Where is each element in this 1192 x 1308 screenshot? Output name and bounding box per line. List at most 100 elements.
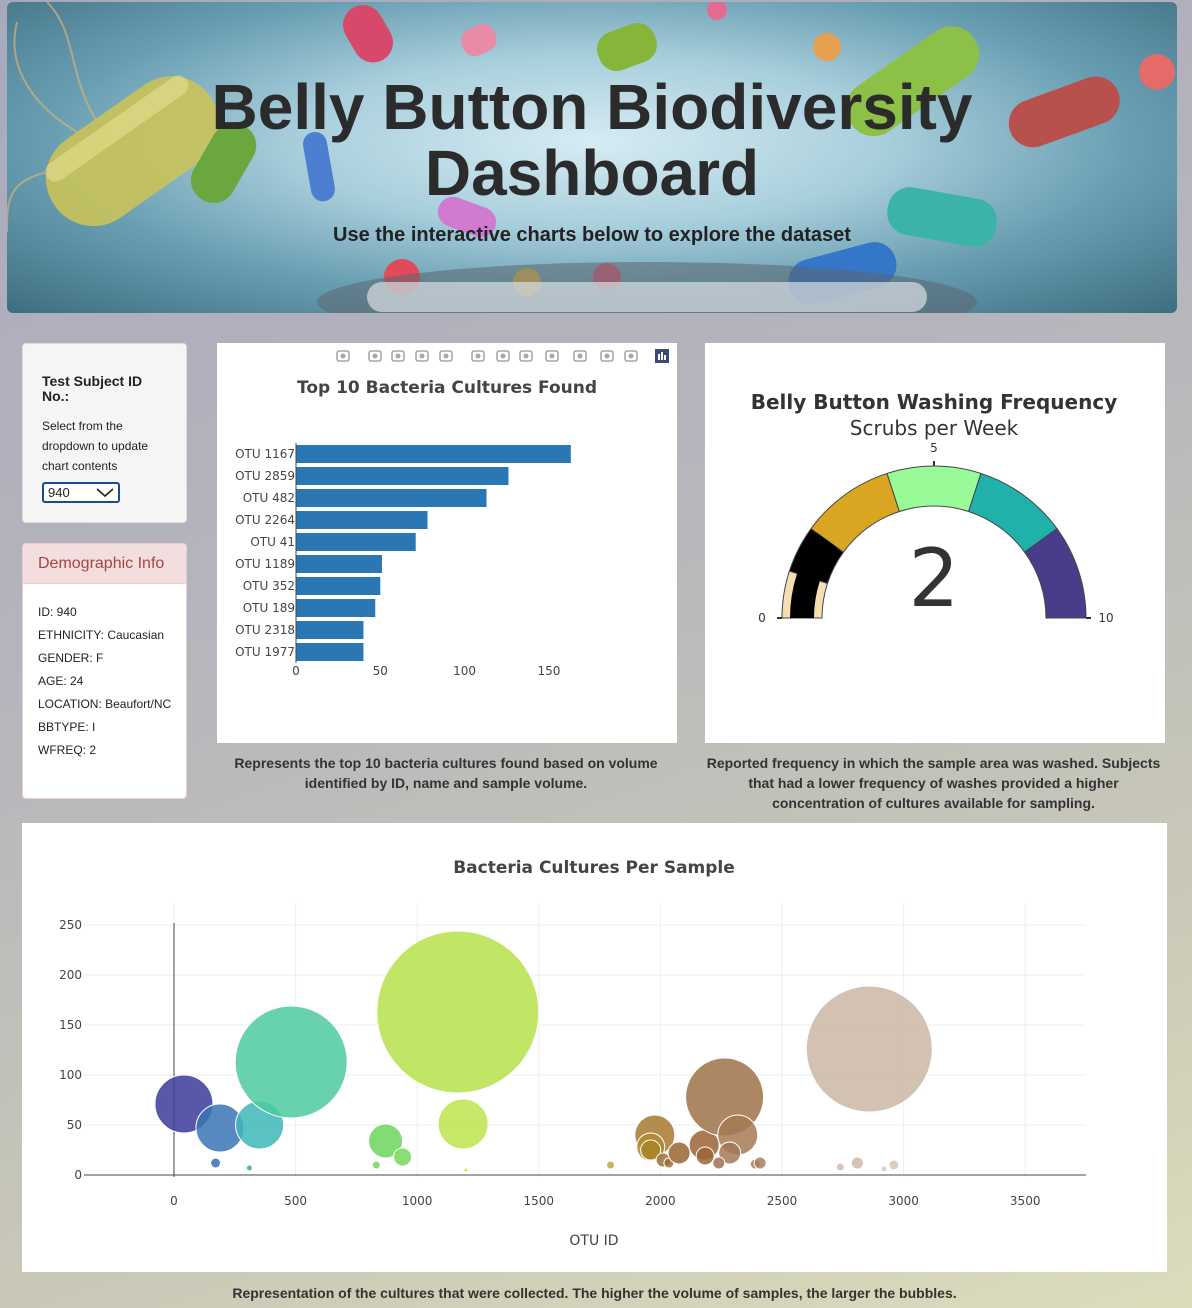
- page-title-line2: Dashboard: [424, 137, 760, 209]
- bubble-point[interactable]: [234, 1005, 348, 1119]
- subject-select-title: Test Subject ID No.:: [42, 373, 143, 404]
- spike-lines-icon[interactable]: [573, 350, 587, 362]
- bubble-point[interactable]: [393, 1147, 413, 1167]
- bubble-point[interactable]: [695, 1146, 715, 1166]
- bubble-chart-title: Bacteria Cultures Per Sample: [453, 858, 735, 878]
- bubble-chart-caption: Representation of the cultures that were…: [232, 1285, 957, 1301]
- bar-category-label: OTU 2318: [235, 623, 295, 637]
- bar[interactable]: [296, 445, 571, 463]
- bar[interactable]: [296, 511, 428, 529]
- demographic-row: LOCATION: Beaufort/NC: [38, 697, 172, 711]
- bar[interactable]: [296, 533, 416, 551]
- hover-compare-icon[interactable]: [624, 350, 638, 362]
- header-banner: Belly Button Biodiversity Dashboard Use …: [7, 2, 1177, 313]
- gauge-title: Belly Button Washing Frequency: [751, 390, 1117, 414]
- bubble-point[interactable]: [805, 985, 933, 1113]
- bubble-y-tick-label: 50: [67, 1118, 82, 1132]
- reset-axes-icon[interactable]: [545, 350, 559, 362]
- subject-select-panel: Test Subject ID No.: Select from the dro…: [22, 343, 187, 523]
- subject-select-hint: Select from the dropdown to update chart…: [42, 419, 149, 473]
- bacteria-background-image: [7, 2, 1175, 313]
- bubble-point[interactable]: [368, 1123, 404, 1159]
- bubble-point[interactable]: [606, 1160, 616, 1170]
- bar-category-label: OTU 1167: [235, 447, 295, 461]
- bubble-y-tick-label: 150: [59, 1018, 82, 1032]
- bubble-x-axis-label: OTU ID: [569, 1233, 618, 1249]
- bubble-point[interactable]: [463, 1167, 469, 1173]
- bubble-point[interactable]: [712, 1156, 726, 1170]
- autoscale-icon[interactable]: [519, 350, 533, 362]
- bubble-x-tick-label: 1500: [524, 1194, 555, 1208]
- demographic-row: ETHNICITY: Caucasian: [38, 628, 165, 642]
- gauge-tick-label: 10: [1098, 611, 1113, 625]
- gauge-chart-container: Belly Button Washing Frequency Scrubs per…: [705, 343, 1165, 743]
- demographic-info-list: ID: 940 ETHNICITY: Caucasian GENDER: F AGE:…: [23, 584, 186, 757]
- gauge-tick-label: 5: [930, 441, 938, 455]
- bar-category-label: OTU 482: [243, 491, 295, 505]
- bar[interactable]: [296, 643, 364, 661]
- demographic-row: AGE: 24: [38, 674, 84, 688]
- bubble-y-tick-label: 250: [59, 918, 82, 932]
- bar-chart-caption: Represents the top 10 bacteria cultures …: [234, 755, 658, 791]
- bar-chart: Top 10 Bacteria Cultures Found OTU 1167 OT…: [235, 349, 669, 678]
- gauge-value: 2: [909, 532, 960, 625]
- bubble-x-tick-label: 2000: [645, 1194, 676, 1208]
- bar-x-tick-label: 100: [453, 664, 476, 678]
- demographic-row: ID: 940: [38, 605, 77, 619]
- bar[interactable]: [296, 599, 376, 617]
- bar-chart-container: Top 10 Bacteria Cultures Found OTU 1167 OT…: [217, 343, 677, 743]
- bubble-point[interactable]: [835, 1162, 845, 1172]
- bar[interactable]: [296, 577, 381, 595]
- page-title: Belly Button Biodiversity Dashboard: [7, 74, 1177, 206]
- hover-closest-icon[interactable]: [600, 350, 614, 362]
- demographic-info-panel: Demographic Info ID: 940 ETHNICITY: Cauca…: [22, 543, 187, 799]
- bar[interactable]: [296, 555, 382, 573]
- bubble-point[interactable]: [376, 930, 540, 1094]
- bubble-point[interactable]: [888, 1159, 900, 1171]
- pan-icon[interactable]: [391, 350, 405, 362]
- bubble-x-tick-label: 3000: [888, 1194, 919, 1208]
- bubble-chart-container: Bacteria Cultures Per Sample 0 500 1000 1500…: [22, 823, 1167, 1272]
- lasso-icon[interactable]: [439, 350, 453, 362]
- bar[interactable]: [296, 489, 487, 507]
- bubble-point[interactable]: [245, 1164, 253, 1172]
- bar-category-label: OTU 2859: [235, 469, 295, 483]
- camera-icon[interactable]: [336, 350, 350, 362]
- bar-category-label: OTU 1977: [235, 645, 295, 659]
- bubble-y-tick-label: 200: [59, 968, 82, 982]
- zoom-icon[interactable]: [368, 350, 382, 362]
- bubble-y-tick-label: 100: [59, 1068, 82, 1082]
- zoom-in-icon[interactable]: [471, 350, 485, 362]
- bar-category-label: OTU 189: [243, 601, 295, 615]
- bar-x-tick-label: 150: [537, 664, 560, 678]
- bar-x-tick-label: 0: [292, 664, 300, 678]
- bubble-point[interactable]: [210, 1157, 222, 1169]
- bar[interactable]: [296, 467, 509, 485]
- bubble-point[interactable]: [880, 1165, 888, 1173]
- bubble-point[interactable]: [640, 1139, 662, 1161]
- demographic-row: WFREQ: 2: [38, 743, 97, 757]
- bubble-point[interactable]: [667, 1141, 691, 1165]
- modebar: [336, 349, 669, 363]
- bubble-point[interactable]: [371, 1160, 381, 1170]
- bubble-y-tick-label: 0: [74, 1168, 82, 1182]
- subject-id-dropdown[interactable]: 940: [42, 482, 120, 503]
- bubble-point[interactable]: [753, 1156, 767, 1170]
- bar[interactable]: [296, 621, 364, 639]
- bar-category-label: OTU 41: [250, 535, 295, 549]
- bubble-point[interactable]: [437, 1098, 489, 1150]
- bubble-point[interactable]: [850, 1156, 864, 1170]
- bubble-x-tick-label: 2500: [767, 1194, 798, 1208]
- box-select-icon[interactable]: [415, 350, 429, 362]
- bubble-point[interactable]: [718, 1141, 742, 1165]
- gauge-step: [886, 465, 982, 513]
- gauge-tick-label: 0: [758, 611, 766, 625]
- page-title-line1: Belly Button Biodiversity: [211, 71, 973, 143]
- zoom-out-icon[interactable]: [496, 350, 510, 362]
- bar-category-label: OTU 352: [243, 579, 295, 593]
- plotly-logo-icon[interactable]: [655, 349, 669, 363]
- bubble-x-tick-label: 1000: [402, 1194, 433, 1208]
- demographic-row: BBTYPE: I: [38, 720, 96, 734]
